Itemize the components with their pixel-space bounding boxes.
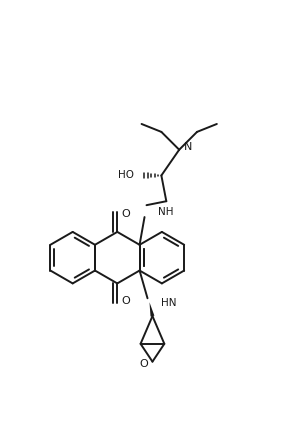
Text: NH: NH (158, 207, 174, 217)
Text: N: N (184, 142, 192, 152)
Text: HO: HO (118, 170, 134, 181)
Text: HN: HN (161, 298, 177, 308)
Text: O: O (122, 209, 131, 219)
Text: O: O (139, 359, 148, 369)
Polygon shape (150, 302, 154, 317)
Text: O: O (122, 296, 131, 306)
